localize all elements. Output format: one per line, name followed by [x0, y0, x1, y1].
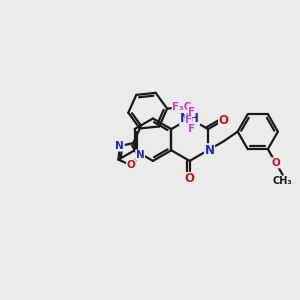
Text: O: O: [127, 160, 135, 170]
Text: O: O: [272, 158, 280, 168]
Text: F: F: [185, 115, 192, 125]
Text: N: N: [136, 150, 145, 160]
Text: F: F: [188, 124, 195, 134]
Text: F: F: [188, 107, 195, 117]
Text: O: O: [185, 172, 195, 185]
Text: N: N: [205, 144, 214, 157]
Text: O: O: [219, 114, 229, 127]
Text: NH: NH: [180, 112, 200, 125]
Text: CH₃: CH₃: [273, 176, 292, 186]
Text: F₃C: F₃C: [172, 102, 192, 112]
Text: N: N: [116, 141, 124, 151]
